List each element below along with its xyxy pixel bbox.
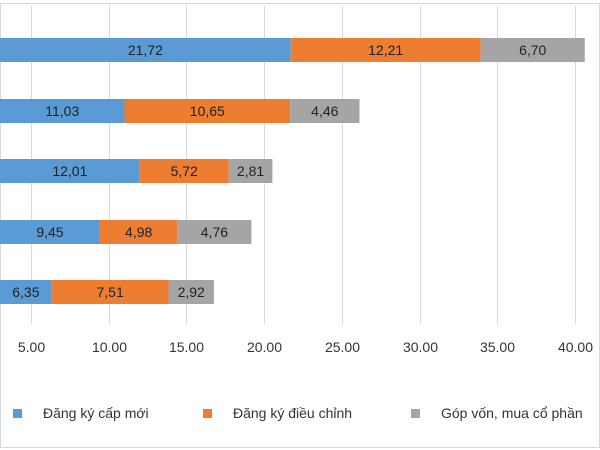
data-label: 4,46 [311,103,338,119]
legend-swatch [203,409,212,418]
data-label: 12,01 [52,163,87,179]
x-tick-label: 25.00 [325,339,360,355]
data-label: 4,76 [201,224,228,240]
data-label: 6,35 [12,284,39,300]
bar-segment [168,280,214,304]
data-label: 5,72 [171,163,198,179]
data-label: 12,21 [368,42,403,58]
bar-segment [124,99,291,123]
data-label: 11,03 [45,103,79,119]
legend-entry: Đăng ký cấp mới [43,405,149,421]
bar-segment [290,38,481,62]
x-tick-label: 40.00 [558,339,593,355]
bar-segment [480,38,585,62]
data-label: 9,45 [36,224,63,240]
x-axis-ticks: 5.00 10.00 15.00 20.00 25.00 30.00 35.00 40.00 [18,339,593,355]
data-label: 10,65 [190,103,225,119]
bar-segment [51,280,169,304]
data-label: 2,81 [237,163,264,179]
bar-segment [0,280,52,304]
bar-segment [228,159,273,183]
data-label: 21,72 [128,42,163,58]
legend-swatch [13,409,22,418]
data-label: 2,92 [178,284,205,300]
x-tick-label: 15.00 [169,339,204,355]
x-tick-label: 10.00 [92,339,127,355]
legend-entry: Góp vốn, mua cổ phần [441,405,583,421]
bar-segment [139,159,229,183]
bars: 21,72 12,21 6,70 11,03 10,65 4,46 12,01 5,72 2,8… [0,38,585,304]
data-label: 6,70 [519,42,546,58]
legend: Đăng ký cấp mới Đăng ký điều chỉnh Góp vốn… [13,405,583,421]
bar-segment [0,38,291,62]
data-label: 4,98 [125,224,152,240]
bar-segment [0,220,100,244]
bar-segment [99,220,178,244]
bar-segment [177,220,252,244]
bar-segment [290,99,360,123]
legend-entry: Đăng ký điều chỉnh [233,405,352,421]
x-tick-label: 35.00 [480,339,515,355]
x-tick-label: 20.00 [247,339,282,355]
data-label: 7,51 [97,284,124,300]
bar-segment [0,159,140,183]
x-tick-label: 30.00 [403,339,438,355]
bar-segment [0,99,125,123]
x-tick-label: 5.00 [18,339,45,355]
legend-swatch [411,409,420,418]
